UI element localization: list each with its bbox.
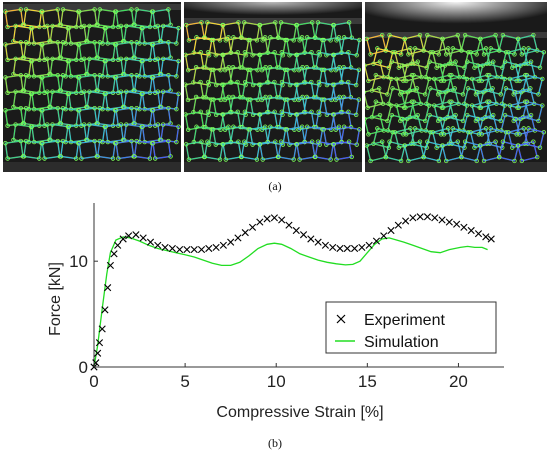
experiment-point [168, 244, 176, 253]
experiment-point [438, 216, 446, 224]
experiment-point [314, 238, 322, 246]
experiment-point [241, 229, 249, 237]
chart-legend: Experiment Simulation [325, 301, 497, 354]
experiment-point [482, 233, 490, 241]
experiment-point [205, 244, 213, 253]
force-strain-chart: 0 5 10 15 20 0 10 Compressive Strain [%] Force… [47, 203, 504, 421]
experiment-point [98, 325, 106, 333]
experiment-point [278, 216, 286, 224]
experiment-point [270, 214, 278, 222]
lattice-photo-strip [0, 0, 550, 178]
legend-label-experiment: Experiment [364, 312, 445, 329]
experiment-point [125, 232, 133, 240]
experiment-point [394, 221, 402, 229]
experiment-point [248, 223, 257, 231]
experiment-point [119, 235, 127, 243]
legend-label-simulation: Simulation [364, 334, 439, 351]
lattice-photo-deformed [365, 2, 547, 172]
experiment-point [197, 245, 206, 254]
experiment-point [307, 235, 315, 243]
experiment-point [104, 284, 112, 292]
experiment-point [263, 215, 271, 223]
experiment-point [234, 234, 242, 242]
experiment-point [161, 243, 169, 252]
experiment-point [132, 231, 140, 239]
experiment-point [380, 232, 388, 240]
experiment-series [90, 213, 495, 371]
caption-a: (a) [268, 179, 282, 193]
experiment-point [106, 261, 114, 270]
experiment-point [343, 244, 351, 253]
legend-box [325, 301, 497, 354]
experiment-point [176, 245, 184, 254]
experiment-point [146, 238, 155, 246]
x-tick-label: 0 [89, 372, 98, 391]
experiment-point [416, 213, 424, 221]
experiment-point [365, 241, 373, 249]
simulation-line [93, 236, 488, 368]
experiment-point [402, 217, 410, 225]
experiment-point [219, 241, 227, 249]
experiment-point [227, 238, 235, 246]
experiment-point [474, 230, 483, 238]
y-axis-label: Force [kN] [47, 262, 64, 336]
experiment-point [95, 339, 104, 347]
experiment-point [321, 241, 330, 249]
experiment-point [487, 235, 495, 243]
experiment-point [94, 349, 102, 357]
x-tick-label: 5 [180, 372, 189, 391]
experiment-point [329, 243, 337, 252]
chart-axes [93, 203, 504, 368]
lattice-photo-mid [184, 2, 362, 172]
x-tick-label: 15 [358, 372, 377, 391]
legend-marker-experiment [336, 314, 346, 324]
experiment-point [423, 213, 432, 221]
experiment-point [190, 245, 198, 254]
experiment-point [453, 220, 461, 228]
tick-labels: 0 5 10 15 20 0 10 [69, 252, 468, 391]
caption-b: (b) [268, 436, 282, 450]
y-tick-label: 10 [69, 252, 88, 271]
experiment-point [292, 226, 300, 235]
experiment-point [154, 241, 162, 249]
experiment-point [101, 306, 109, 314]
experiment-point [387, 226, 395, 235]
experiment-point [212, 243, 220, 252]
experiment-point [139, 234, 147, 242]
x-axis-label: Compressive Strain [%] [216, 404, 383, 421]
experiment-point [467, 226, 475, 235]
experiment-point [336, 244, 344, 253]
simulation-series [93, 236, 488, 368]
experiment-point [409, 214, 417, 222]
experiment-point [445, 218, 453, 226]
experiment-point [431, 214, 439, 222]
lattice-photo-initial [3, 2, 181, 172]
x-tick-label: 20 [449, 372, 468, 391]
experiment-point [358, 243, 366, 252]
experiment-point [372, 237, 381, 245]
experiment-point [460, 223, 468, 231]
experiment-point [285, 221, 293, 229]
experiment-point [110, 250, 118, 258]
x-tick-label: 10 [267, 372, 286, 391]
experiment-point [256, 218, 264, 226]
experiment-point [299, 231, 308, 239]
experiment-point [114, 241, 122, 249]
experiment-point [350, 244, 359, 253]
experiment-point [183, 245, 191, 254]
y-tick-label: 0 [79, 358, 88, 377]
